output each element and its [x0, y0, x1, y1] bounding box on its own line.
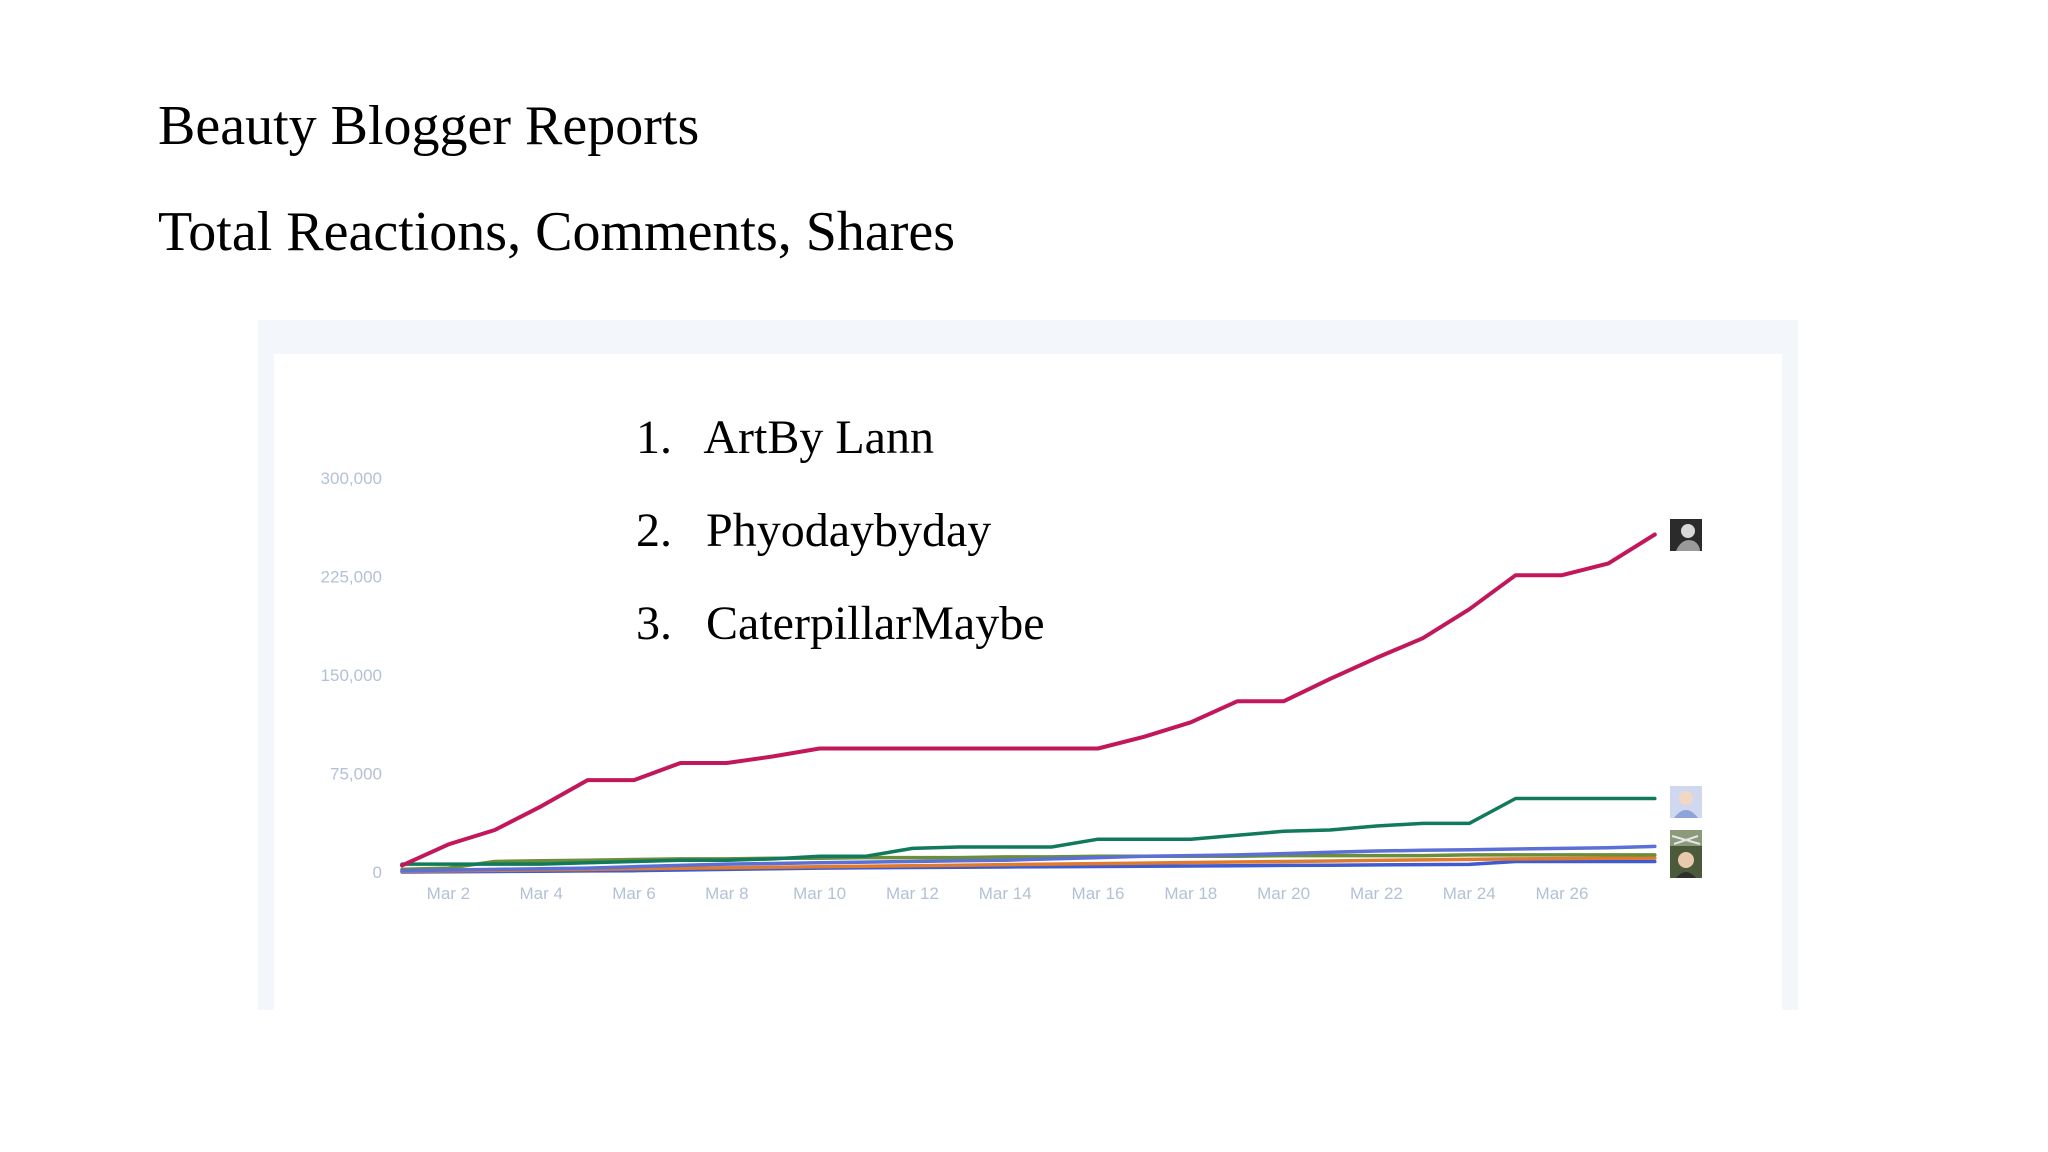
avatar-icon — [1670, 786, 1702, 818]
x-tick-label: Mar 8 — [705, 884, 748, 903]
y-tick-label: 225,000 — [321, 568, 382, 587]
x-tick-label: Mar 16 — [1072, 884, 1125, 903]
x-tick-label: Mar 2 — [427, 884, 470, 903]
x-tick-label: Mar 22 — [1350, 884, 1403, 903]
page-title: Beauty Blogger Reports — [158, 95, 700, 157]
ranking-number: 3. — [636, 597, 672, 650]
ranking-name: CaterpillarMaybe — [706, 597, 1045, 650]
ranking-name: Phyodaybyday — [706, 504, 992, 557]
y-tick-label: 150,000 — [321, 666, 382, 685]
x-tick-label: Mar 4 — [519, 884, 562, 903]
avatar-icon — [1670, 519, 1702, 551]
series-line — [400, 532, 1657, 868]
x-tick-label: Mar 24 — [1443, 884, 1496, 903]
x-tick-label: Mar 14 — [979, 884, 1032, 903]
y-tick-label: 75,000 — [330, 765, 382, 784]
series-line — [400, 844, 1657, 873]
ranking-item: 2. Phyodaybyday — [636, 503, 1045, 596]
chart-panel — [274, 354, 1782, 1010]
ranking-list: 1. ArtBy Lann 2. Phyodaybyday 3. Caterpi… — [636, 410, 1045, 689]
series-line — [400, 796, 1657, 866]
page-subtitle: Total Reactions, Comments, Shares — [158, 201, 956, 263]
x-tick-label: Mar 12 — [886, 884, 939, 903]
ranking-number: 1. — [636, 411, 672, 464]
chart-frame — [258, 320, 1798, 1010]
avatar-icon — [1670, 846, 1702, 878]
ranking-number: 2. — [636, 504, 672, 557]
x-tick-label: Mar 26 — [1536, 884, 1589, 903]
x-tick-label: Mar 20 — [1257, 884, 1310, 903]
ranking-item: 1. ArtBy Lann — [636, 410, 1045, 503]
ranking-name: ArtBy Lann — [703, 411, 934, 464]
x-tick-label: Mar 10 — [793, 884, 846, 903]
x-tick-label: Mar 18 — [1164, 884, 1217, 903]
y-tick-label: 0 — [373, 863, 382, 882]
ranking-item: 3. CaterpillarMaybe — [636, 596, 1045, 689]
x-tick-label: Mar 6 — [612, 884, 655, 903]
y-tick-label: 300,000 — [321, 469, 382, 488]
series-line — [400, 853, 1657, 872]
